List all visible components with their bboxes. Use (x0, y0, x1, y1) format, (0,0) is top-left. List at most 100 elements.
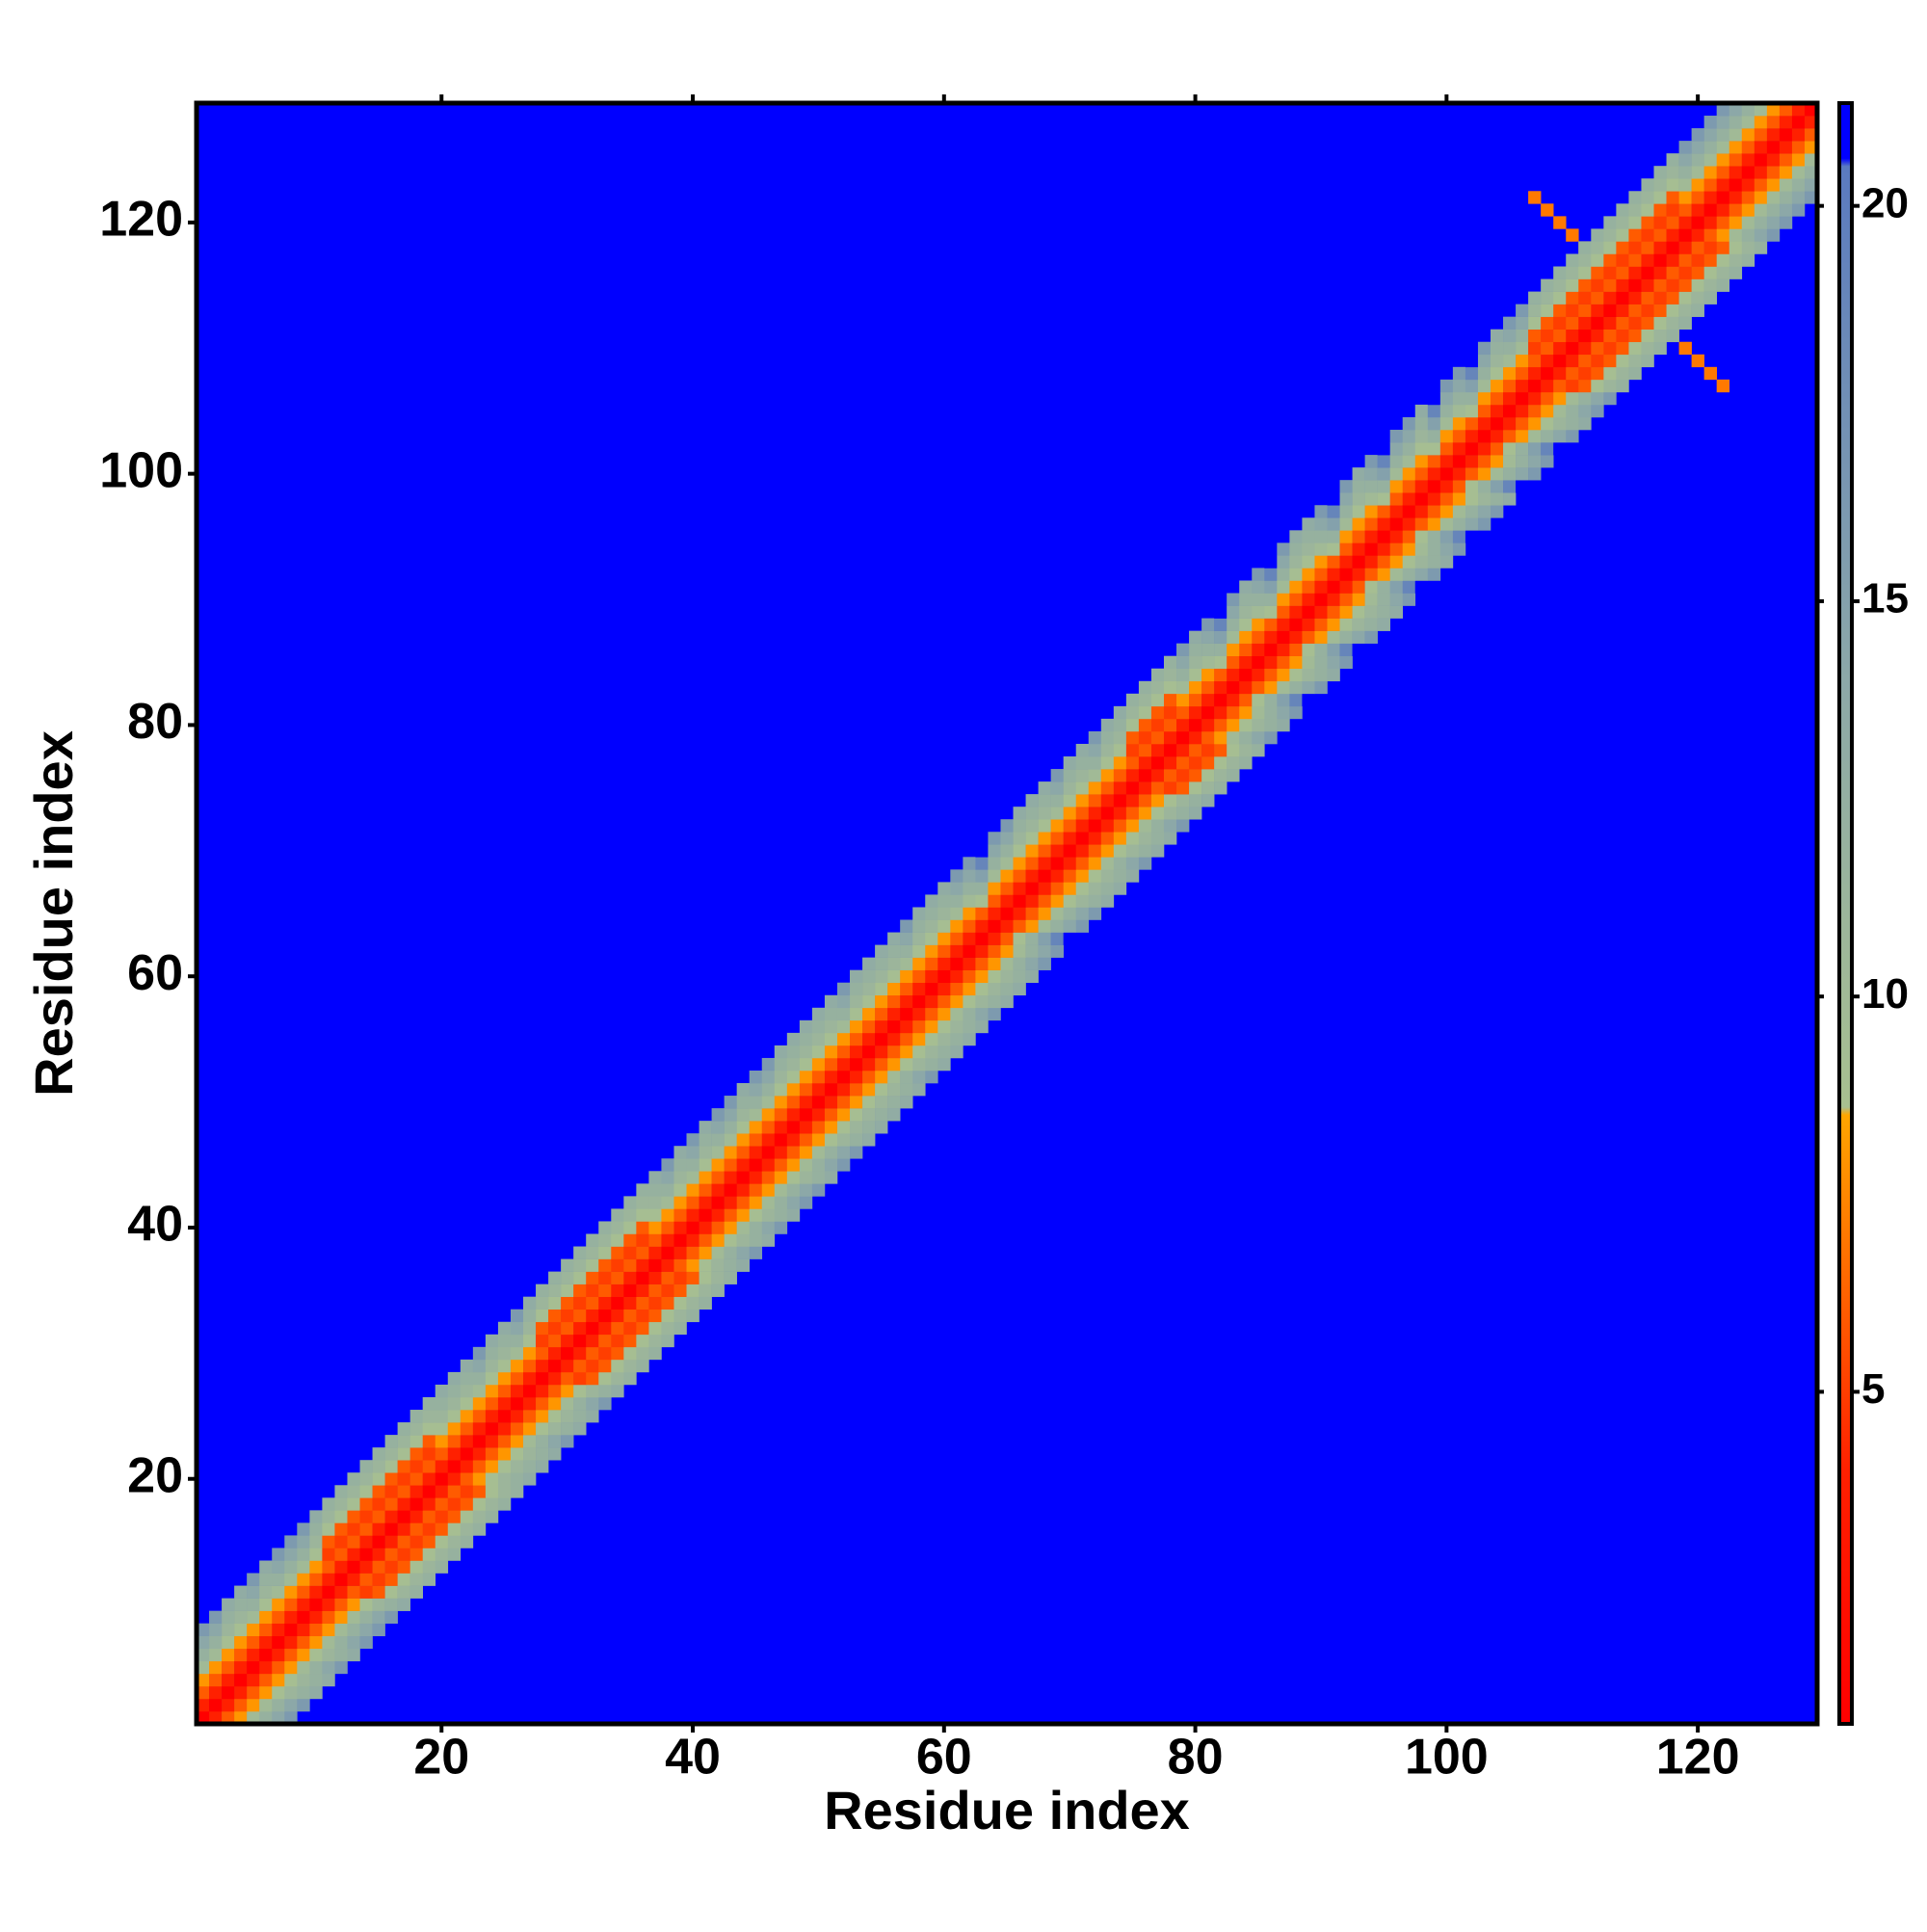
heatmap-cell (1465, 430, 1479, 443)
heatmap-cell (912, 982, 926, 996)
heatmap-cell (1603, 341, 1617, 356)
heatmap-cell (1327, 580, 1340, 594)
heatmap-cell (1150, 668, 1165, 682)
heatmap-cell (1503, 442, 1517, 456)
heatmap-cell (284, 1685, 298, 1700)
heatmap-cell (1389, 505, 1404, 518)
heatmap-cell (1439, 416, 1454, 431)
heatmap-cell (1628, 191, 1642, 204)
heatmap-cell (1013, 869, 1026, 883)
heatmap-cell (1553, 316, 1567, 330)
heatmap-cell (1628, 354, 1642, 368)
heatmap-cell (573, 1334, 587, 1348)
heatmap-cell (397, 1497, 410, 1511)
heatmap-cell (799, 1108, 813, 1122)
heatmap-cell (309, 1522, 323, 1536)
heatmap-cell (1289, 655, 1303, 670)
heatmap-cell (1516, 430, 1529, 443)
heatmap-cell (1227, 680, 1240, 695)
heatmap-cell (988, 1007, 1001, 1021)
heatmap-cell (1402, 480, 1416, 493)
heatmap-cell (1628, 341, 1642, 356)
heatmap-cell (1541, 304, 1554, 317)
heatmap-cell (372, 1573, 385, 1586)
heatmap-cell (1465, 391, 1479, 406)
heatmap-cell (1063, 794, 1077, 807)
heatmap-cell (1013, 894, 1026, 908)
heatmap-cell (523, 1472, 537, 1486)
heatmap-cell (1252, 693, 1265, 707)
heatmap-cell (1477, 492, 1491, 506)
heatmap-cell (1653, 266, 1667, 279)
heatmap-cell (736, 1108, 751, 1122)
heatmap-cell (460, 1460, 474, 1473)
heatmap-cell (761, 1208, 776, 1222)
heatmap-cell (673, 1196, 687, 1209)
heatmap-cell (497, 1497, 512, 1511)
heatmap-cell (1163, 807, 1177, 820)
heatmap-cell (1566, 316, 1579, 330)
y-tick-label: 120 (99, 192, 183, 248)
heatmap-cell (686, 1221, 700, 1234)
heatmap-cell (485, 1447, 499, 1461)
heatmap-cell (1364, 568, 1378, 581)
heatmap-cell (309, 1685, 323, 1700)
heatmap-cell (1766, 178, 1781, 192)
heatmap-cell (598, 1258, 612, 1272)
heatmap-cell (648, 1284, 662, 1297)
heatmap-cell (334, 1598, 348, 1611)
heatmap-cell (799, 1096, 813, 1109)
heatmap-cell (1691, 216, 1704, 229)
heatmap-cell (1439, 555, 1454, 569)
heatmap-cell (1113, 832, 1127, 845)
heatmap-cell (1678, 141, 1692, 154)
heatmap-cell (711, 1108, 725, 1122)
heatmap-cell (761, 1233, 776, 1247)
heatmap-cell (1754, 116, 1768, 129)
heatmap-cell (1452, 430, 1466, 443)
heatmap-cell (912, 957, 926, 970)
heatmap-cell (1766, 141, 1781, 154)
heatmap-cell (1427, 404, 1441, 418)
heatmap-cell (1075, 832, 1090, 845)
heatmap-cell (1201, 756, 1215, 770)
heatmap-cell (197, 1710, 210, 1725)
heatmap-cell (247, 1585, 260, 1599)
heatmap-cell (1791, 153, 1806, 167)
heatmap-cell (1541, 341, 1554, 356)
heatmap-cell (1176, 730, 1190, 745)
heatmap-cell (1314, 505, 1328, 518)
heatmap-cell (1025, 969, 1039, 984)
heatmap-cell (1277, 568, 1290, 581)
heatmap-cell (1591, 266, 1604, 279)
heatmap-cell (1252, 593, 1265, 606)
heatmap-cell (736, 1171, 751, 1184)
heatmap-cell (1125, 869, 1140, 883)
heatmap-cell (1277, 643, 1290, 657)
heatmap-cell (1628, 253, 1642, 267)
heatmap-cell (561, 1410, 574, 1423)
heatmap-cell (623, 1359, 637, 1373)
heatmap-cell (786, 1196, 801, 1209)
heatmap-cell (422, 1396, 436, 1411)
heatmap-cell (661, 1309, 674, 1323)
heatmap-cell (297, 1685, 310, 1700)
heatmap-cell (1063, 756, 1077, 770)
heatmap-cell (661, 1246, 674, 1259)
heatmap-cell (1013, 819, 1026, 833)
heatmap-cell (1063, 932, 1077, 945)
heatmap-cell (648, 1296, 662, 1310)
heatmap-cell (1038, 957, 1051, 970)
heatmap-cell (297, 1548, 310, 1561)
heatmap-cell (1088, 882, 1102, 895)
heatmap-cell (1289, 668, 1303, 682)
heatmap-cell (272, 1660, 285, 1675)
heatmap-cell (1277, 718, 1290, 732)
heatmap-cell (1578, 404, 1592, 418)
heatmap-cell (1113, 844, 1127, 858)
heatmap-cell (1427, 505, 1441, 518)
heatmap-cell (586, 1410, 599, 1423)
heatmap-cell (1616, 379, 1629, 393)
heatmap-cell (1653, 203, 1667, 217)
heatmap-cell (1427, 530, 1441, 543)
